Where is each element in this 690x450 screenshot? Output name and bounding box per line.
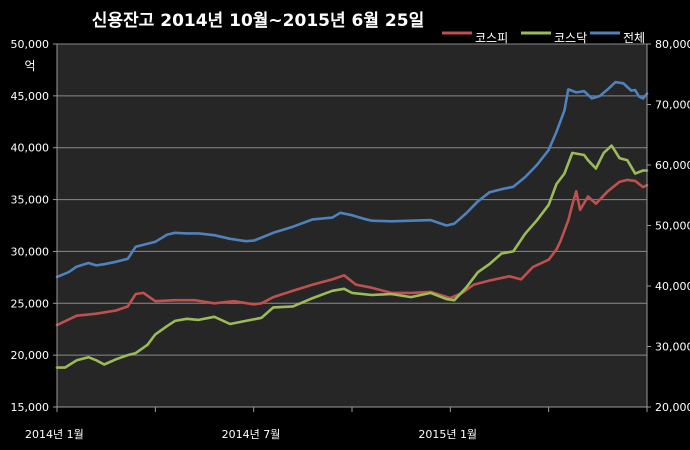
legend-label: 코스닥 <box>554 31 587 45</box>
series-line-1 <box>55 144 649 369</box>
legend-label: 전체 <box>623 31 645 45</box>
axes <box>53 43 651 412</box>
plot-area <box>57 44 647 407</box>
left-tick-label: 35,000 <box>11 194 50 207</box>
left-axis-unit: 억 <box>24 59 35 73</box>
gridlines <box>57 43 647 408</box>
x-tick-label: 2015년 1월 <box>418 428 477 441</box>
right-tick-label: 20,000 <box>655 401 690 414</box>
series-lines <box>55 80 649 369</box>
series-line-0 <box>55 178 649 327</box>
chart-title: 신용잔고 2014년 10월~2015년 6월 25일 <box>92 11 424 31</box>
right-tick-label: 40,000 <box>655 280 690 293</box>
legend-label: 코스피 <box>475 31 508 45</box>
left-tick-label: 30,000 <box>11 245 50 258</box>
right-tick-label: 60,000 <box>655 159 690 172</box>
left-tick-label: 20,000 <box>11 349 50 362</box>
left-tick-label: 15,000 <box>11 401 50 414</box>
left-tick-label: 40,000 <box>11 142 50 155</box>
right-tick-label: 50,000 <box>655 220 690 233</box>
right-tick-label: 80,000 <box>655 38 690 51</box>
right-tick-label: 70,000 <box>655 99 690 112</box>
series-line-2 <box>55 80 649 279</box>
right-tick-label: 30,000 <box>655 341 690 354</box>
left-tick-label: 45,000 <box>11 90 50 103</box>
left-tick-label: 25,000 <box>11 297 50 310</box>
left-tick-label: 50,000 <box>11 38 50 51</box>
x-tick-label: 2014년 7월 <box>222 428 281 441</box>
x-tick-label: 2014년 1월 <box>25 428 84 441</box>
